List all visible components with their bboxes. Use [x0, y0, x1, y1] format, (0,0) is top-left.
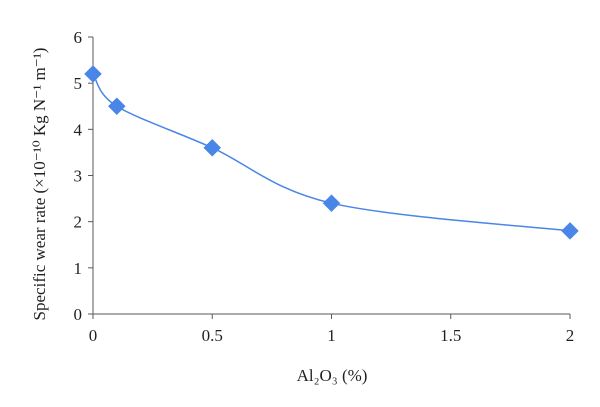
plot-area: 0 1 2 3 4 5 6 0 0.5 1 1.5 2	[74, 28, 579, 345]
data-point-marker	[84, 65, 102, 83]
y-tick-label: 5	[74, 74, 83, 93]
x-tick: 2	[566, 314, 575, 345]
y-tick-label: 3	[74, 167, 83, 186]
data-point-marker	[322, 194, 341, 213]
y-ticks: 0 1 2 3 4 5 6	[74, 28, 93, 324]
x-tick-label: 0.5	[202, 326, 223, 345]
y-tick: 3	[74, 167, 93, 186]
x-tick: 1.5	[440, 314, 461, 345]
x-tick-label: 1.5	[440, 326, 461, 345]
x-tick-label: 2	[566, 326, 575, 345]
y-tick: 1	[74, 259, 93, 278]
y-tick-label: 2	[74, 213, 83, 232]
x-axis-title: Al₂O₃ (%)	[297, 366, 368, 385]
x-tick-label: 1	[327, 326, 336, 345]
x-tick: 1	[327, 314, 336, 345]
y-tick-label: 0	[74, 305, 83, 324]
y-tick: 5	[74, 74, 93, 93]
x-tick: 0.5	[202, 314, 223, 345]
x-tick-label: 0	[89, 326, 98, 345]
y-axis-title: Specific wear rate (×10⁻¹⁰ Kg N⁻¹ m⁻¹)	[30, 48, 49, 321]
x-tick: 0	[89, 314, 98, 345]
y-tick: 6	[74, 28, 93, 47]
data-point-marker	[203, 138, 222, 157]
y-tick-label: 1	[74, 259, 83, 278]
y-tick: 2	[74, 213, 93, 232]
data-point-marker	[561, 222, 579, 240]
y-tick: 4	[74, 120, 93, 139]
data-point-marker	[107, 97, 126, 116]
markers	[84, 65, 579, 240]
y-tick: 0	[74, 305, 93, 324]
x-ticks: 0 0.5 1 1.5 2	[89, 314, 575, 345]
y-tick-label: 6	[74, 28, 83, 47]
y-tick-label: 4	[74, 120, 83, 139]
